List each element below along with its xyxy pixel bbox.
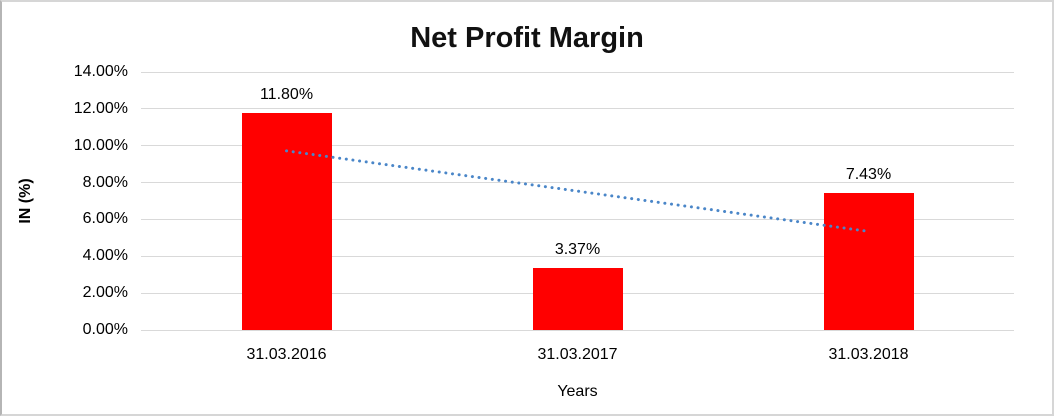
bar-data-label: 3.37% xyxy=(554,240,601,258)
chart-title: Net Profit Margin xyxy=(410,22,644,54)
gridline xyxy=(141,329,1014,331)
bar-31.03.2017 xyxy=(532,267,623,330)
y-tick-label: 6.00% xyxy=(82,210,128,228)
y-tick-label: 0.00% xyxy=(82,321,128,338)
gridline xyxy=(141,255,1014,257)
y-tick-label: 14.00% xyxy=(73,63,128,80)
bar-data-label: 7.43% xyxy=(845,166,892,184)
y-tick-label: 2.00% xyxy=(82,284,128,302)
bar-31.03.2016 xyxy=(241,112,332,330)
gridline xyxy=(141,71,1014,73)
gridline xyxy=(141,108,1014,110)
y-tick-label: 10.00% xyxy=(73,136,128,154)
bar-data-label: 11.80% xyxy=(259,85,314,103)
bar-31.03.2018 xyxy=(823,193,914,330)
x-category-label: 31.03.2017 xyxy=(537,346,618,363)
y-tick-label: 8.00% xyxy=(82,173,128,191)
y-axis-title: IN (%) xyxy=(17,178,34,224)
y-tick-label: 12.00% xyxy=(73,99,128,117)
y-tick-label: 4.00% xyxy=(82,247,128,265)
x-axis-title: Years xyxy=(557,383,598,400)
gridline xyxy=(141,145,1014,147)
x-category-label: 31.03.2016 xyxy=(246,346,327,363)
x-category-label: 31.03.2018 xyxy=(828,346,909,363)
